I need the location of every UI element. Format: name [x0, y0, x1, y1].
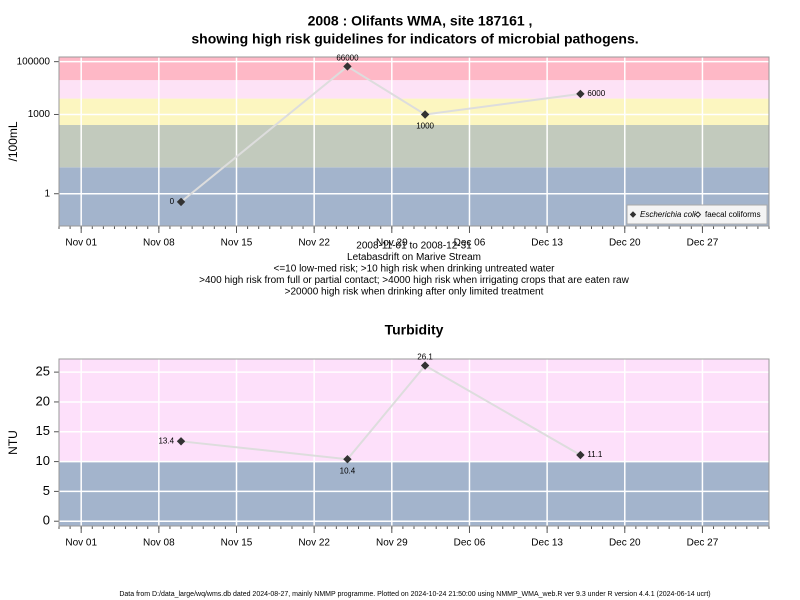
data-point [420, 361, 430, 370]
y-tick-label: 1 [44, 188, 50, 199]
y-axis-label: NTU [6, 430, 20, 455]
data-label: 26.1 [417, 353, 433, 362]
x-tick-label: Nov 15 [221, 238, 253, 249]
data-point [576, 450, 585, 460]
series-line [180, 364, 581, 461]
data-label: 6000 [587, 89, 605, 98]
x-tick-label: Dec 27 [687, 538, 719, 549]
note: Letabasdrift on Marive Stream [347, 252, 481, 263]
data-point [176, 437, 186, 446]
y-tick-label: 20 [36, 393, 50, 408]
note: >20000 high risk when drinking after onl… [285, 287, 544, 298]
x-tick-label: Dec 06 [454, 238, 486, 249]
note: >400 high risk from full or partial cont… [199, 275, 629, 286]
data-label: 0 [170, 197, 175, 206]
data-label: 66000 [336, 54, 359, 63]
y-tick-label: 10 [36, 453, 50, 468]
data-label: 10.4 [340, 466, 356, 475]
data-point [343, 454, 352, 464]
risk-band [59, 80, 769, 99]
data-point [420, 110, 430, 119]
y-tick-label: 25 [36, 364, 50, 379]
plot-frame [58, 358, 770, 527]
y-axis-label: /100mL [6, 121, 20, 161]
x-tick-label: Nov 08 [143, 238, 175, 249]
x-tick-label: Dec 13 [531, 538, 563, 549]
data-label: 11.1 [587, 450, 603, 459]
legend-marker [694, 211, 702, 218]
x-tick-label: Nov 29 [376, 238, 408, 249]
x-tick-label: Nov 29 [376, 538, 408, 549]
data-point [343, 62, 352, 71]
series-line [180, 65, 581, 203]
y-tick-label: 0 [43, 513, 50, 528]
note: <=10 low-med risk; >10 high risk when dr… [274, 264, 556, 275]
x-tick-label: Nov 15 [221, 538, 253, 549]
x-tick-label: Nov 22 [298, 238, 330, 249]
y-tick-label: 1000 [28, 109, 51, 120]
risk-band [59, 57, 769, 81]
data-point [176, 197, 186, 207]
x-tick-label: Dec 13 [531, 238, 563, 249]
y-tick-label: 15 [36, 423, 50, 438]
risk-band [59, 124, 769, 168]
data-label: 13.4 [158, 436, 174, 445]
subtitle: showing high risk guidelines for indicat… [191, 31, 638, 47]
data-point [576, 89, 585, 99]
x-tick-label: Nov 01 [65, 238, 97, 249]
chart-title: Turbidity [385, 322, 444, 338]
y-tick-label: 100000 [17, 56, 51, 67]
x-tick-label: Dec 20 [609, 238, 641, 249]
risk-band [59, 359, 769, 462]
x-tick-label: Nov 01 [65, 538, 97, 549]
risk-band [59, 461, 769, 526]
legend-label: Escherichia coli [640, 210, 696, 219]
note: 2008-11-01 to 2008-12-31 [356, 241, 472, 252]
x-tick-label: Dec 06 [454, 538, 486, 549]
legend-marker [629, 211, 637, 218]
title: 2008 : Olifants WMA, site 187161 , [308, 13, 533, 29]
y-tick-label: 5 [43, 483, 50, 498]
footer: Data from D:/data_large/wq/wms.db dated … [119, 591, 710, 598]
risk-band [59, 98, 769, 125]
x-tick-label: Nov 08 [143, 538, 175, 549]
x-tick-label: Dec 20 [609, 538, 641, 549]
data-label: 1000 [416, 122, 434, 131]
x-tick-label: Dec 27 [687, 238, 719, 249]
x-tick-label: Nov 22 [298, 538, 330, 549]
plot-frame [58, 56, 770, 227]
legend-label: faecal coliforms [705, 210, 761, 219]
